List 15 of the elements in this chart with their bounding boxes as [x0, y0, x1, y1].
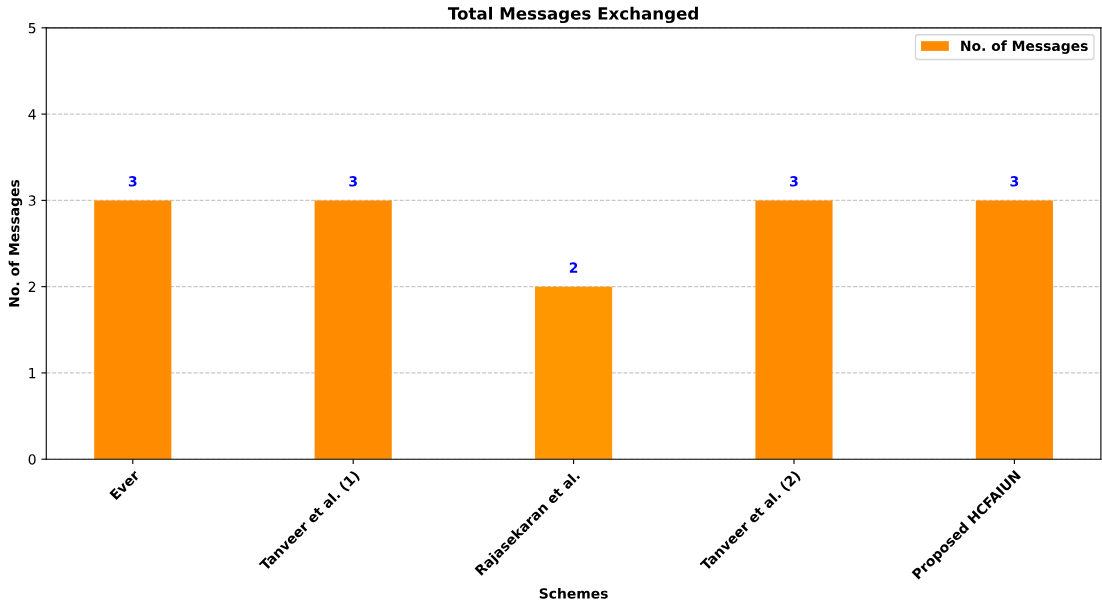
- y-tick-label: 1: [29, 368, 36, 379]
- y-axis-title: No. of Messages: [8, 179, 23, 307]
- y-tick-label: 5: [28, 22, 36, 34]
- chart-title: Total Messages Exchanged: [447, 6, 698, 24]
- data-label: 2: [569, 262, 578, 273]
- y-tick-label: 4: [28, 109, 36, 120]
- data-label: 3: [790, 176, 798, 187]
- data-label: 3: [128, 176, 137, 187]
- x-axis-title: Schemes: [539, 587, 608, 599]
- y-tick-label: 3: [28, 195, 36, 206]
- legend-label: No. of Messages: [961, 40, 1088, 54]
- data-label: 3: [1010, 176, 1019, 187]
- data-label: 3: [349, 176, 357, 187]
- y-tick-label: 2: [28, 281, 36, 292]
- y-tick-label: 0: [28, 454, 36, 465]
